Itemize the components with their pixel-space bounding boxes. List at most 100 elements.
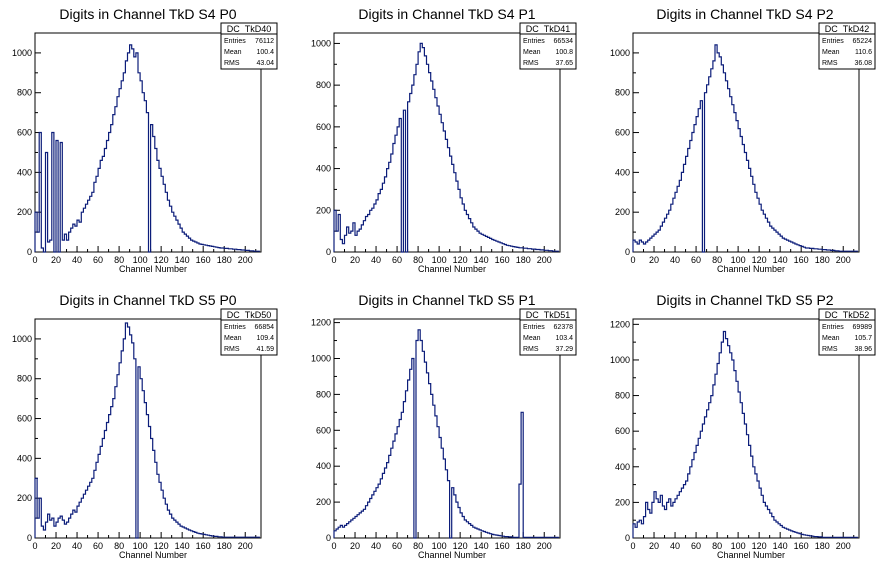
histogram-series xyxy=(333,329,559,539)
stats-name: DC_TkD51 xyxy=(526,310,571,320)
histogram-panel: Digits in Channel TkD S5 P10200400600800… xyxy=(311,292,577,560)
stats-label: Mean xyxy=(523,335,541,342)
x-tick-label: 120 xyxy=(154,255,169,265)
stats-name: DC_TkD42 xyxy=(825,24,870,34)
x-tick-label: 40 xyxy=(72,255,82,265)
y-tick-label: 1000 xyxy=(12,48,32,58)
x-tick-label: 60 xyxy=(93,541,103,551)
x-axis-label: Channel Number xyxy=(717,550,785,560)
stats-name: DC_TkD50 xyxy=(227,310,272,320)
x-tick-label: 60 xyxy=(691,541,701,551)
x-tick-label: 100 xyxy=(133,255,148,265)
x-tick-label: 160 xyxy=(196,255,211,265)
stats-label: Entries xyxy=(822,38,844,45)
x-tick-label: 60 xyxy=(392,255,402,265)
chart-title: Digits in Channel TkD S4 P2 xyxy=(656,6,833,22)
chart-title: Digits in Channel TkD S4 P0 xyxy=(59,6,236,22)
stats-value: 69989 xyxy=(853,324,873,331)
stats-label: Entries xyxy=(224,38,246,45)
x-tick-label: 160 xyxy=(495,541,510,551)
x-tick-label: 80 xyxy=(413,255,423,265)
x-tick-label: 120 xyxy=(752,255,767,265)
x-axis-label: Channel Number xyxy=(418,550,486,560)
stats-box: DC_TkD40 Entries 76112 Mean 100.4 RMS 43.04 xyxy=(220,22,278,70)
y-tick-label: 1000 xyxy=(311,353,331,363)
x-tick-label: 160 xyxy=(794,541,809,551)
stats-label: RMS xyxy=(523,346,539,353)
stats-name: DC_TkD52 xyxy=(825,310,870,320)
y-tick-label: 600 xyxy=(17,128,32,138)
y-tick-label: 0 xyxy=(625,247,630,257)
x-tick-label: 100 xyxy=(731,255,746,265)
stats-value: 62378 xyxy=(554,324,574,331)
y-tick-label: 1000 xyxy=(12,334,32,344)
x-tick-label: 200 xyxy=(537,541,552,551)
y-tick-label: 400 xyxy=(316,461,331,471)
y-tick-label: 400 xyxy=(615,462,630,472)
y-tick-label: 0 xyxy=(27,247,32,257)
x-tick-label: 60 xyxy=(93,255,103,265)
y-tick-label: 600 xyxy=(316,425,331,435)
stats-box-frame xyxy=(519,308,577,356)
x-tick-label: 40 xyxy=(670,541,680,551)
y-tick-label: 400 xyxy=(316,164,331,174)
stats-label: Entries xyxy=(523,38,545,45)
histogram-panel: Digits in Channel TkD S4 P10200400600800… xyxy=(311,6,577,274)
stats-label: Entries xyxy=(822,324,844,331)
y-tick-label: 0 xyxy=(326,533,331,543)
histogram-series xyxy=(632,330,858,538)
stats-value: 65224 xyxy=(853,38,873,45)
y-tick-label: 0 xyxy=(27,533,32,543)
x-tick-label: 180 xyxy=(217,541,232,551)
stats-value: 110.6 xyxy=(855,49,872,56)
histogram-panel: Digits in Channel TkD S4 P00200400600800… xyxy=(12,6,278,274)
stats-box-frame xyxy=(519,22,577,70)
histogram-series xyxy=(632,44,858,253)
x-tick-label: 80 xyxy=(712,255,722,265)
x-tick-label: 60 xyxy=(392,541,402,551)
stats-label: RMS xyxy=(224,346,240,353)
x-tick-label: 0 xyxy=(32,541,37,551)
stats-value: 109.4 xyxy=(256,335,274,342)
x-axis-label: Channel Number xyxy=(119,264,187,274)
stats-label: Mean xyxy=(224,49,242,56)
stats-box: DC_TkD51 Entries 62378 Mean 103.4 RMS 37.29 xyxy=(519,308,577,356)
stats-value: 100.4 xyxy=(256,49,274,56)
histogram-series xyxy=(34,322,260,539)
y-tick-label: 800 xyxy=(615,88,630,98)
x-tick-label: 80 xyxy=(114,255,124,265)
x-tick-label: 40 xyxy=(670,255,680,265)
x-tick-label: 120 xyxy=(453,255,468,265)
stats-label: RMS xyxy=(523,60,539,67)
x-tick-label: 200 xyxy=(238,541,253,551)
x-tick-label: 20 xyxy=(51,541,61,551)
stats-box-frame xyxy=(220,22,278,70)
x-tick-label: 160 xyxy=(495,255,510,265)
stats-value: 36.08 xyxy=(854,60,872,67)
plot-frame xyxy=(34,318,262,539)
y-tick-label: 400 xyxy=(615,167,630,177)
x-tick-label: 20 xyxy=(649,541,659,551)
x-tick-label: 0 xyxy=(32,255,37,265)
plot-frame xyxy=(333,32,561,253)
stats-box: DC_TkD52 Entries 69989 Mean 105.7 RMS 38.96 xyxy=(818,308,876,356)
x-axis-label: Channel Number xyxy=(119,550,187,560)
x-tick-label: 100 xyxy=(731,541,746,551)
plot-frame xyxy=(632,318,860,539)
x-tick-label: 20 xyxy=(51,255,61,265)
x-tick-label: 180 xyxy=(516,255,531,265)
stats-label: Mean xyxy=(822,49,840,56)
y-tick-label: 600 xyxy=(615,426,630,436)
stats-box: DC_TkD41 Entries 66534 Mean 100.8 RMS 37.65 xyxy=(519,22,577,70)
x-axis-label: Channel Number xyxy=(717,264,785,274)
x-tick-label: 0 xyxy=(630,541,635,551)
x-tick-label: 120 xyxy=(154,541,169,551)
y-tick-label: 200 xyxy=(17,493,32,503)
x-tick-label: 0 xyxy=(331,541,336,551)
stats-value: 37.65 xyxy=(555,60,573,67)
x-tick-label: 80 xyxy=(114,541,124,551)
y-tick-label: 0 xyxy=(326,247,331,257)
stats-value: 103.4 xyxy=(555,335,573,342)
